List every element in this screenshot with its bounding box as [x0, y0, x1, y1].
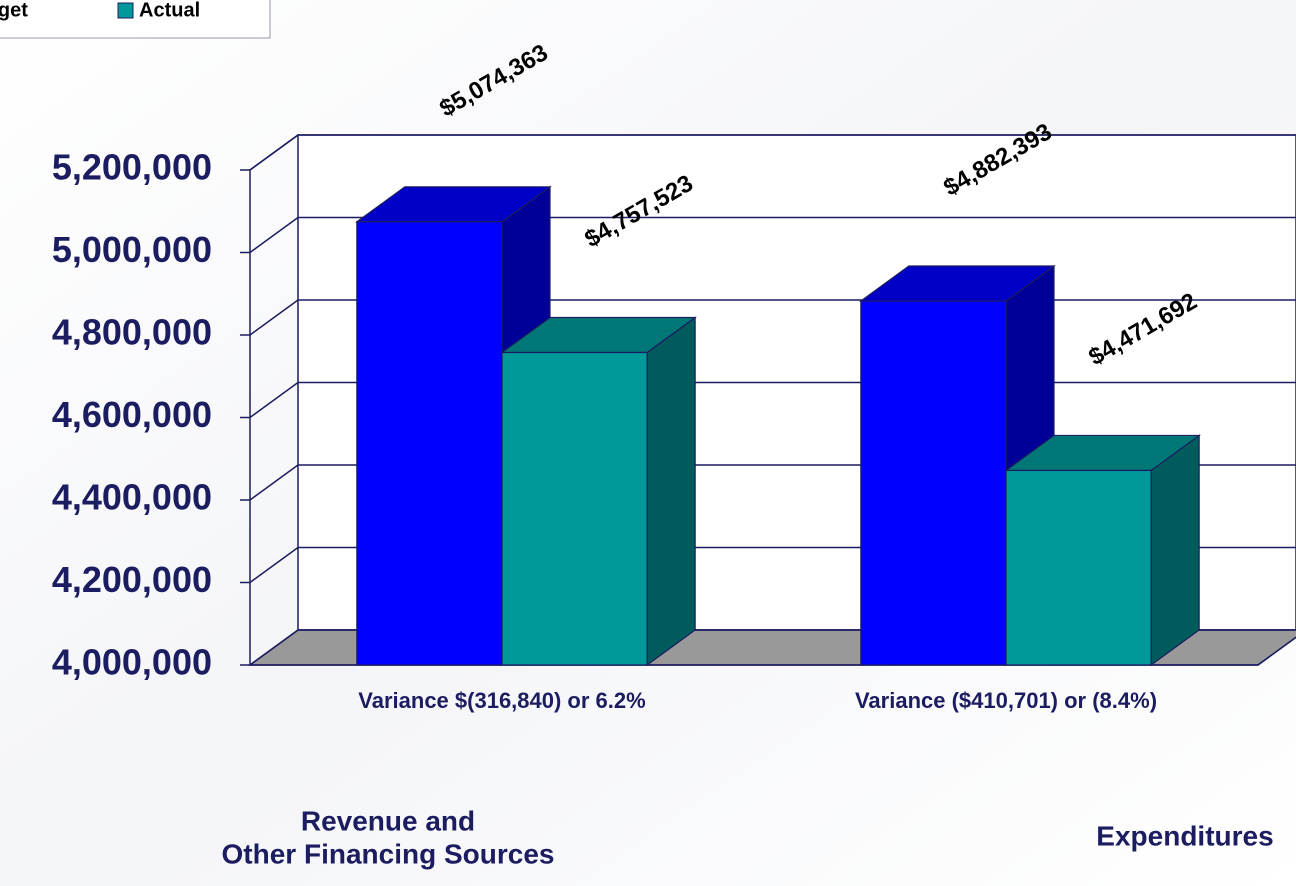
bar-front [356, 221, 503, 666]
bar [1004, 434, 1201, 667]
x-tick-label: Variance $(316,840) or 6.2% [358, 688, 645, 713]
y-tick-label: 4,800,000 [52, 312, 212, 353]
bar-front [1005, 469, 1152, 666]
grid-line [249, 546, 299, 584]
annotation: Expenditures [1096, 820, 1273, 851]
bar-front [860, 300, 1007, 666]
y-tick-label: 5,200,000 [52, 147, 212, 188]
y-tick-label: 5,000,000 [52, 229, 212, 270]
bar-side [646, 316, 696, 667]
annotation: Other Financing Sources [222, 838, 555, 869]
x-tick-label: Variance ($410,701) or (8.4%) [855, 688, 1157, 713]
y-tick-label: 4,600,000 [52, 394, 212, 435]
bar-side [1150, 434, 1200, 667]
legend-swatch [117, 2, 134, 19]
bar [500, 316, 697, 667]
floor-edge [1257, 636, 1296, 666]
y-tick-label: 4,400,000 [52, 477, 212, 518]
y-tick-label: 4,000,000 [52, 642, 212, 683]
y-tick-label: 4,200,000 [52, 559, 212, 600]
grid-line [249, 134, 299, 171]
legend-box [0, 0, 271, 39]
legend-label: Actual [139, 0, 200, 21]
grid-line [249, 464, 299, 501]
grid-line [249, 216, 299, 254]
bar-front [501, 351, 648, 666]
legend-label: Budget [0, 0, 28, 21]
grid-line [249, 381, 299, 419]
grid-line [249, 299, 299, 336]
grid-line [249, 629, 299, 666]
annotation: Revenue and [301, 805, 475, 836]
